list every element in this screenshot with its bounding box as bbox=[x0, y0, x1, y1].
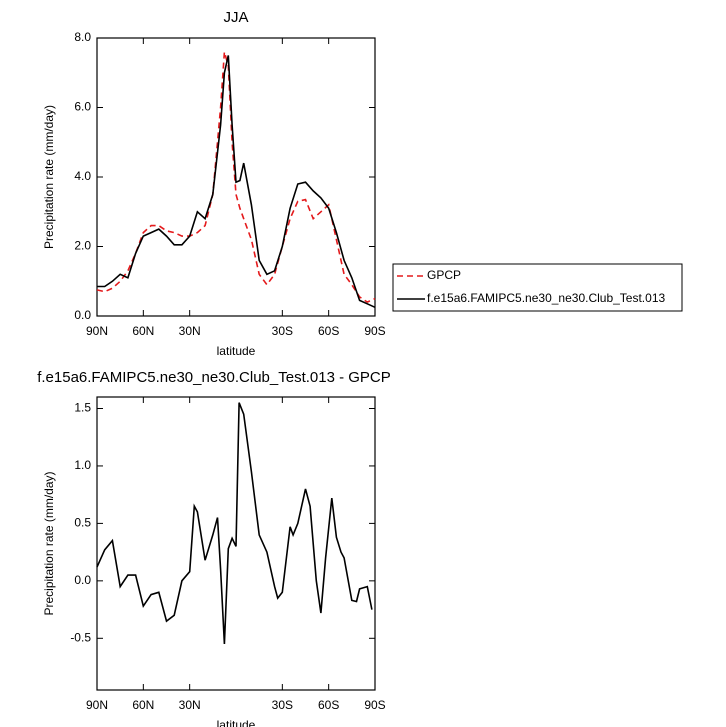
y-tick-label: 4.0 bbox=[74, 169, 91, 183]
x-tick-label: 60S bbox=[318, 698, 339, 712]
data-line bbox=[96, 51, 376, 304]
x-tick-label: 90N bbox=[86, 698, 108, 712]
data-line bbox=[96, 402, 373, 645]
x-tick-label: 30N bbox=[179, 324, 201, 338]
y-tick-label: 0.0 bbox=[74, 573, 91, 587]
x-tick-label: 90N bbox=[86, 324, 108, 338]
legend-box bbox=[392, 263, 683, 312]
x-tick-label: 60S bbox=[318, 324, 339, 338]
chart-title: f.e15a6.FAMIPC5.ne30_ne30.Club_Test.013 … bbox=[37, 369, 391, 386]
chart-title: JJA bbox=[223, 9, 248, 26]
x-tick-label: 30N bbox=[179, 698, 201, 712]
x-tick-label: 60N bbox=[132, 324, 154, 338]
data-line bbox=[97, 55, 376, 309]
x-tick-label: 60N bbox=[132, 698, 154, 712]
y-tick-label: 6.0 bbox=[74, 100, 91, 114]
x-tick-label: 30S bbox=[272, 324, 293, 338]
y-tick-label: 0.0 bbox=[74, 308, 91, 322]
legend-label: GPCP bbox=[427, 268, 461, 282]
y-axis-label: Precipitation rate (mm/day) bbox=[42, 105, 56, 249]
y-tick-label: 1.5 bbox=[74, 401, 91, 415]
y-tick-label: 8.0 bbox=[74, 30, 91, 44]
x-tick-label: 90S bbox=[364, 324, 385, 338]
y-tick-label: 1.0 bbox=[74, 458, 91, 472]
x-tick-label: 90S bbox=[364, 698, 385, 712]
legend-label: f.e15a6.FAMIPC5.ne30_ne30.Club_Test.013 bbox=[427, 291, 665, 305]
y-tick-label: 0.5 bbox=[74, 516, 91, 530]
x-tick-label: 30S bbox=[272, 698, 293, 712]
y-tick-label: -0.5 bbox=[70, 630, 91, 644]
y-tick-label: 2.0 bbox=[74, 239, 91, 253]
x-axis-label: latitude bbox=[217, 344, 256, 358]
x-axis-label: latitude bbox=[217, 718, 256, 727]
y-axis-label: Precipitation rate (mm/day) bbox=[42, 471, 56, 615]
plot-frame bbox=[96, 396, 376, 691]
